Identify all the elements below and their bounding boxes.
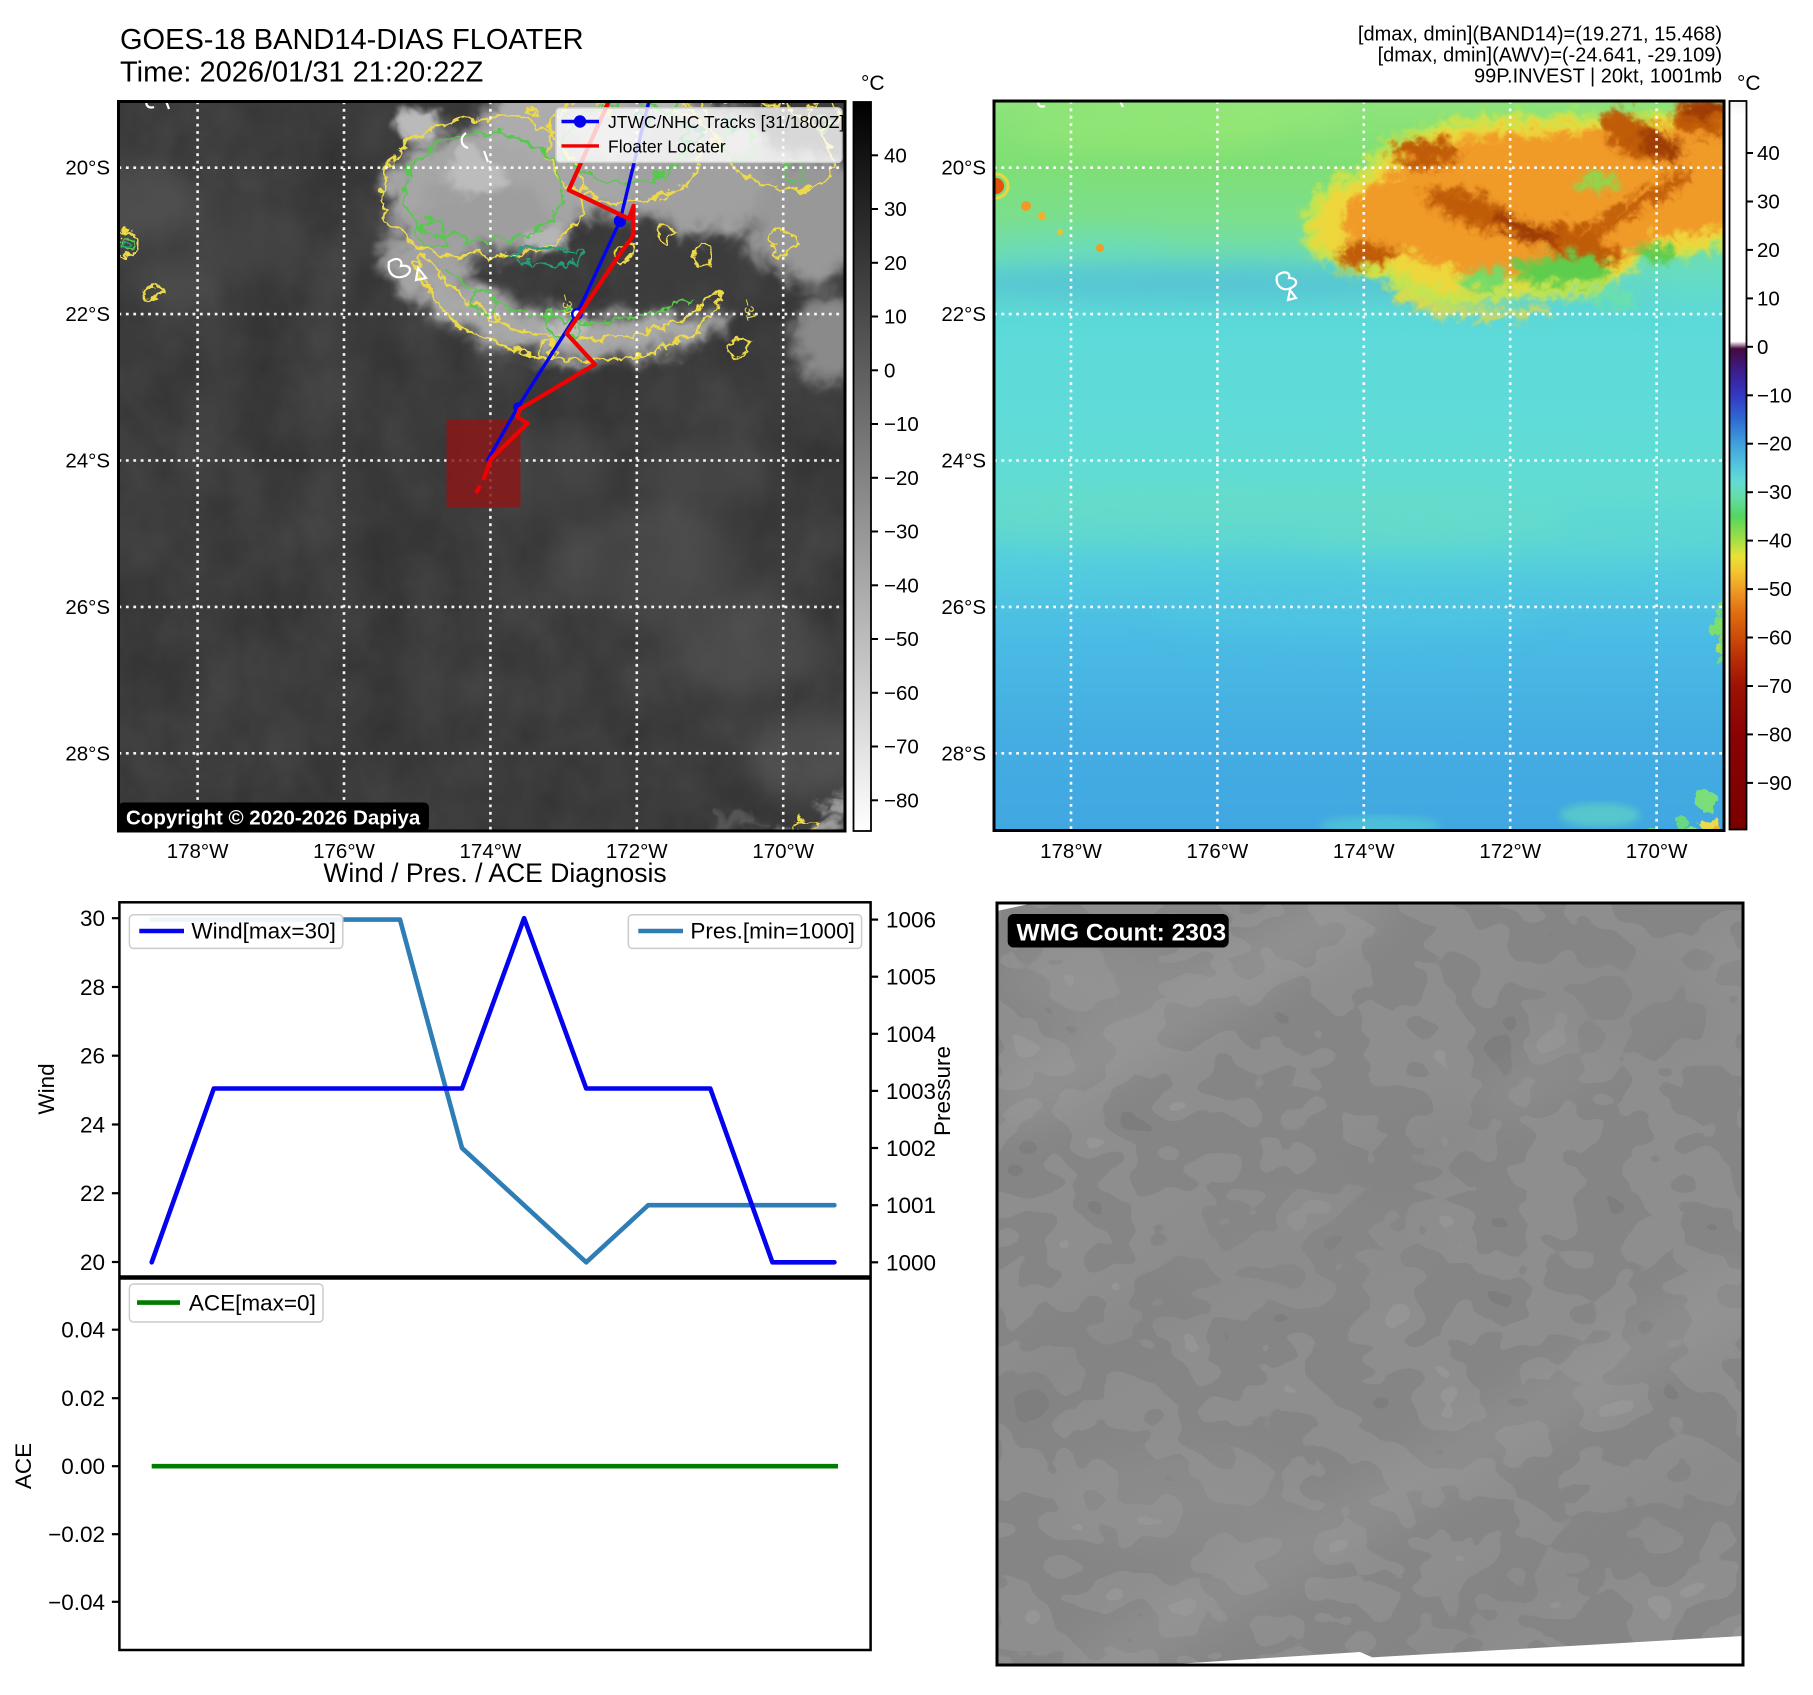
svg-text:−70: −70 — [884, 736, 919, 759]
svg-text:178°W: 178°W — [1040, 840, 1102, 863]
svg-text:0: 0 — [1757, 336, 1768, 359]
svg-text:°C: °C — [1737, 72, 1761, 95]
svg-text:Wind: Wind — [34, 1063, 59, 1114]
svg-text:−50: −50 — [1757, 578, 1792, 601]
svg-text:172°W: 172°W — [606, 840, 668, 863]
svg-text:40: 40 — [1757, 142, 1780, 165]
svg-text:20°S: 20°S — [65, 157, 110, 180]
svg-text:−60: −60 — [884, 682, 919, 705]
svg-text:172°W: 172°W — [1479, 840, 1541, 863]
svg-text:178°W: 178°W — [167, 840, 229, 863]
svg-text:Wind / Pres. / ACE Diagnosis: Wind / Pres. / ACE Diagnosis — [323, 858, 666, 888]
svg-text:−0.04: −0.04 — [48, 1590, 105, 1615]
svg-text:170°W: 170°W — [752, 840, 814, 863]
svg-text:°C: °C — [861, 72, 885, 95]
svg-text:−10: −10 — [1757, 384, 1792, 407]
svg-text:GOES-18 BAND14-DIAS FLOATER: GOES-18 BAND14-DIAS FLOATER — [120, 24, 584, 56]
svg-text:20°S: 20°S — [941, 157, 986, 180]
svg-text:20: 20 — [80, 1250, 105, 1275]
svg-text:1000: 1000 — [886, 1250, 936, 1275]
svg-text:Wind[max=30]: Wind[max=30] — [191, 919, 335, 944]
svg-text:30: 30 — [884, 198, 907, 221]
svg-text:28°S: 28°S — [65, 742, 110, 765]
svg-text:10: 10 — [884, 306, 907, 329]
svg-text:1001: 1001 — [886, 1193, 936, 1218]
svg-text:WMG Count: 2303: WMG Count: 2303 — [1017, 920, 1227, 947]
svg-text:22: 22 — [80, 1181, 105, 1206]
svg-text:−80: −80 — [884, 789, 919, 812]
svg-text:−0.02: −0.02 — [48, 1522, 105, 1547]
svg-text:−50: −50 — [884, 628, 919, 651]
svg-text:1005: 1005 — [886, 965, 936, 990]
svg-text:0: 0 — [884, 359, 895, 382]
svg-text:−70: −70 — [1757, 675, 1792, 698]
svg-text:30: 30 — [80, 906, 105, 931]
svg-text:24: 24 — [80, 1113, 105, 1138]
svg-text:10: 10 — [1757, 287, 1780, 310]
svg-text:−20: −20 — [1757, 433, 1792, 456]
svg-text:176°W: 176°W — [313, 840, 375, 863]
svg-text:176°W: 176°W — [1187, 840, 1249, 863]
svg-text:0.02: 0.02 — [61, 1386, 105, 1411]
svg-text:−30: −30 — [884, 521, 919, 544]
svg-text:Pressure: Pressure — [930, 1046, 955, 1136]
svg-text:−60: −60 — [1757, 627, 1792, 650]
svg-text:22°S: 22°S — [941, 303, 986, 326]
svg-text:174°W: 174°W — [460, 840, 522, 863]
svg-text:22°S: 22°S — [65, 303, 110, 326]
svg-text:24°S: 24°S — [65, 450, 110, 473]
svg-text:20: 20 — [884, 252, 907, 275]
svg-text:0.00: 0.00 — [61, 1454, 105, 1479]
svg-text:ACE[max=0]: ACE[max=0] — [189, 1291, 316, 1316]
svg-text:−20: −20 — [884, 467, 919, 490]
svg-text:20: 20 — [1757, 239, 1780, 262]
svg-text:−10: −10 — [884, 413, 919, 436]
svg-text:JTWC/NHC Tracks [31/1800Z]: JTWC/NHC Tracks [31/1800Z] — [608, 112, 844, 132]
svg-text:−40: −40 — [884, 574, 919, 597]
svg-text:Floater Locater: Floater Locater — [608, 137, 726, 157]
svg-text:−31: −31 — [739, 297, 759, 322]
svg-text:−90: −90 — [1757, 772, 1792, 795]
svg-text:Time: 2026/01/31 21:20:22Z: Time: 2026/01/31 21:20:22Z — [120, 57, 483, 89]
svg-text:24°S: 24°S — [941, 450, 986, 473]
svg-text:ACE: ACE — [11, 1443, 36, 1489]
svg-text:26°S: 26°S — [65, 596, 110, 619]
svg-text:26°S: 26°S — [941, 596, 986, 619]
svg-text:−30: −30 — [1757, 481, 1792, 504]
svg-text:1006: 1006 — [886, 908, 936, 933]
svg-text:174°W: 174°W — [1333, 840, 1395, 863]
svg-text:[dmax, dmin](AWV)=(-24.641, -2: [dmax, dmin](AWV)=(-24.641, -29.109) — [1378, 45, 1722, 67]
svg-text:28: 28 — [80, 975, 105, 1000]
svg-text:99P.INVEST | 20kt, 1001mb: 99P.INVEST | 20kt, 1001mb — [1474, 66, 1722, 88]
svg-text:170°W: 170°W — [1626, 840, 1688, 863]
svg-text:28°S: 28°S — [941, 742, 986, 765]
svg-text:40: 40 — [884, 144, 907, 167]
svg-text:1003: 1003 — [886, 1079, 936, 1104]
svg-text:1004: 1004 — [886, 1022, 936, 1047]
svg-text:Pres.[min=1000]: Pres.[min=1000] — [690, 919, 854, 944]
svg-text:[dmax, dmin](BAND14)=(19.271,: [dmax, dmin](BAND14)=(19.271, 15.468) — [1358, 24, 1722, 46]
svg-text:0.04: 0.04 — [61, 1318, 105, 1343]
svg-text:26: 26 — [80, 1044, 105, 1069]
svg-text:30: 30 — [1757, 191, 1780, 214]
svg-text:1002: 1002 — [886, 1136, 936, 1161]
svg-text:−80: −80 — [1757, 723, 1792, 746]
svg-text:−40: −40 — [1757, 530, 1792, 553]
svg-text:Copyright © 2020-2026 Dapiya: Copyright © 2020-2026 Dapiya — [126, 807, 421, 830]
